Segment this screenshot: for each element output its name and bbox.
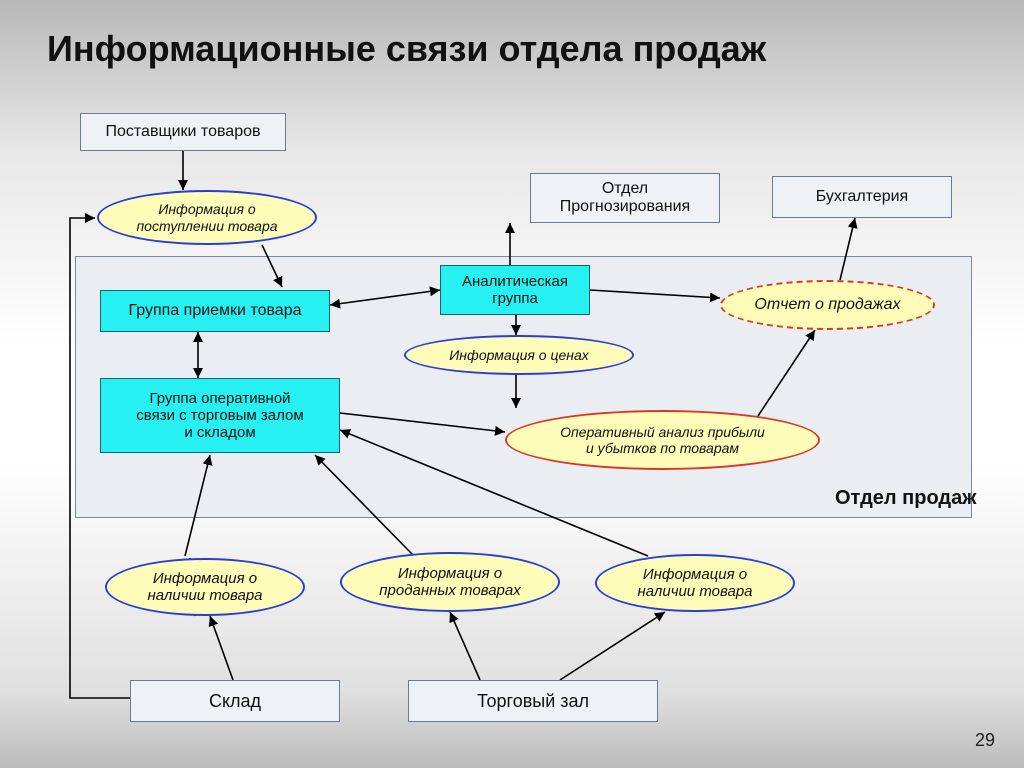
edge-16 [560,612,665,680]
node-info_avail1: Информация оналичии товара [105,558,305,616]
node-info_sold: Информация опроданных товарах [340,552,560,612]
edge-13 [210,616,233,680]
node-forecast: ОтделПрогнозирования [530,173,720,223]
node-info_prices: Информация о ценах [404,335,634,375]
node-recv: Группа приемки товара [100,290,330,332]
slide: { "title":{"text":"Информационные связи … [0,0,1024,768]
node-analytic: Аналитическаягруппа [440,265,590,315]
page-number: 29 [975,730,995,751]
node-oper: Группа оперативнойсвязи с торговым залом… [100,378,340,453]
node-info_avail2: Информация оналичии товара [595,554,795,612]
node-sales_report: Отчет о продажах [720,280,935,330]
node-info_arrival: Информация опоступлении товара [97,190,317,245]
edge-15 [450,612,480,680]
node-suppliers: Поставщики товаров [80,113,286,151]
node-warehouse: Склад [130,680,340,722]
department-container-label: Отдел продаж [835,487,976,510]
node-accounting: Бухгалтерия [772,176,952,218]
slide-title: Информационные связи отдела продаж [47,28,766,70]
node-profit: Оперативный анализ прибылии убытков по т… [505,410,820,470]
node-tradehall: Торговый зал [408,680,658,722]
